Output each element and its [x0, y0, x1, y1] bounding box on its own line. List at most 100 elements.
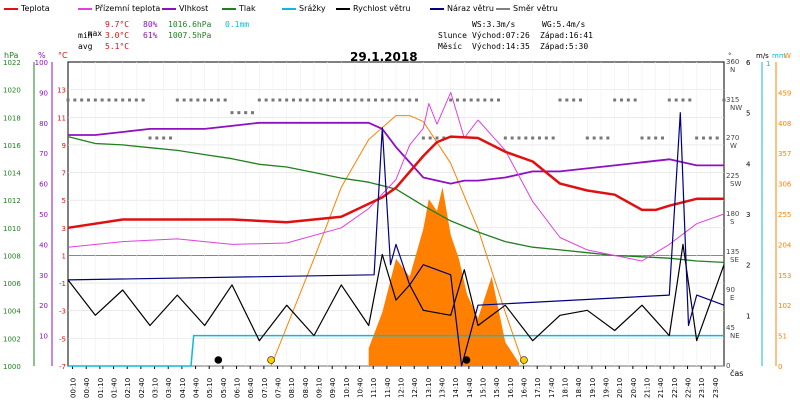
legend-label: Srážky [299, 4, 326, 13]
wind-dir-mark [114, 98, 118, 102]
legend-swatch [78, 7, 92, 10]
tick-label-x: 20:40 [630, 378, 638, 398]
tick-label-hpa: 1006 [3, 280, 21, 288]
tick-label-dir-name: SE [730, 256, 739, 264]
wind-dir-mark [421, 136, 425, 140]
tick-label-x: 08:10 [288, 378, 296, 398]
tick-label-degc: -7 [59, 363, 66, 371]
tick-label-x: 14:10 [452, 378, 460, 398]
wind-dir-mark [449, 98, 453, 102]
tick-label-x: 15:40 [493, 378, 501, 398]
stat-min-hum: 61% [143, 31, 158, 40]
wind-dir-mark [93, 98, 97, 102]
tick-label-dir: 315 [726, 96, 739, 104]
astro-sun-set: Západ:16:41 [540, 31, 593, 40]
stat-max-rain: 0.1mm [225, 20, 250, 29]
tick-label-x: 07:10 [261, 378, 269, 398]
wind-dir-mark [387, 98, 391, 102]
wind-dir-mark [121, 98, 125, 102]
wind-dir-mark [155, 136, 159, 140]
wind-dir-mark [531, 136, 535, 140]
legend-swatch [162, 7, 176, 10]
legend-item: Tlak [222, 4, 256, 13]
wind-dir-mark [244, 111, 248, 115]
tick-label-x: 16:10 [507, 378, 515, 398]
wind-dir-mark [312, 98, 316, 102]
wind-dir-mark [271, 98, 275, 102]
tick-label-pct: 90 [39, 89, 48, 97]
tick-label-x: 06:10 [234, 378, 242, 398]
tick-label-x: 10:40 [357, 378, 365, 398]
tick-label-x: 11:10 [370, 378, 378, 398]
wind-dir-mark [681, 98, 685, 102]
wind-dir-mark [633, 98, 637, 102]
wind-dir-mark [196, 98, 200, 102]
series-humidity [68, 121, 724, 185]
tick-label-x: 04:10 [179, 378, 187, 398]
tick-label-x: 03:40 [165, 378, 173, 398]
tick-label-x: 19:10 [589, 378, 597, 398]
tick-label-pct: 50 [39, 211, 48, 219]
tick-label-mm: 1 [766, 60, 770, 68]
series-temperature [67, 135, 724, 230]
tick-label-x: 18:40 [575, 378, 583, 398]
wind-dir-mark [210, 98, 213, 102]
tick-label-hpa: 1014 [3, 170, 21, 178]
wind-dir-mark [237, 111, 241, 115]
wind-dir-mark [401, 98, 405, 102]
wind-dir-mark [476, 98, 480, 102]
tick-label-x: 20:10 [616, 378, 624, 398]
legend-item: Teplota [4, 4, 50, 13]
tick-label-x: 23:10 [698, 378, 706, 398]
tick-label-x: 04:40 [193, 378, 201, 398]
tick-label-degc: 13 [57, 87, 66, 95]
tick-label-pct: 60 [39, 181, 48, 189]
tick-label-dir: 135 [726, 248, 739, 256]
tick-label-x: 12:40 [411, 378, 419, 398]
tick-label-dir-name: S [730, 218, 735, 226]
wind-dir-mark [695, 136, 699, 140]
tick-label-wm2: 102 [778, 302, 791, 310]
wind-dir-mark [216, 98, 220, 102]
tick-label-wm2: 459 [778, 89, 791, 97]
tick-label-ms: 5 [746, 110, 750, 118]
wind-dir-mark [162, 136, 166, 140]
wind-dir-mark [579, 98, 582, 102]
tick-label-dir-name: NE [730, 332, 740, 340]
tick-label-x: 09:10 [316, 378, 324, 398]
wind-dir-mark [688, 98, 692, 102]
astro-moon-label: Měsíc [438, 42, 463, 51]
wind-dir-mark [599, 136, 603, 140]
tick-label-wm2: 0 [778, 363, 782, 371]
stat-min-temp: 3.0°C [105, 31, 130, 40]
wind-dir-mark [428, 136, 432, 140]
series-ground-temp [67, 91, 725, 262]
wind-dir-mark [510, 136, 514, 140]
wind-dir-mark [73, 98, 77, 102]
wind-dir-mark [128, 98, 131, 102]
tick-label-degc: 3 [62, 225, 66, 233]
tick-label-x: 19:40 [603, 378, 611, 398]
tick-label-x: 11:40 [384, 378, 392, 398]
tick-label-pct: 80 [39, 120, 48, 128]
wind-dir-mark [353, 98, 357, 102]
astro-wg: WG:5.4m/s [542, 20, 586, 29]
wind-dir-mark [380, 98, 384, 102]
stat-avg-label: avg [78, 42, 93, 51]
wind-dir-mark [667, 98, 671, 102]
tick-label-wm2: 153 [778, 272, 791, 280]
tick-label-x: 18:10 [562, 378, 570, 398]
tick-label-dir-name: N [730, 66, 735, 74]
tick-label-dir: 0 [726, 362, 730, 370]
tick-label-ms: 3 [746, 211, 750, 219]
wind-dir-mark [442, 136, 446, 140]
wind-dir-mark [360, 98, 364, 102]
wind-dir-mark [100, 98, 104, 102]
legend-item: Rychlost větru [336, 4, 410, 13]
wind-dir-mark [80, 98, 84, 102]
wind-dir-mark [626, 98, 630, 102]
astro-sun-rise: Východ:07:26 [472, 31, 530, 40]
wind-dir-mark [558, 98, 562, 102]
wind-dir-mark [654, 136, 658, 140]
wind-dir-mark [572, 98, 576, 102]
